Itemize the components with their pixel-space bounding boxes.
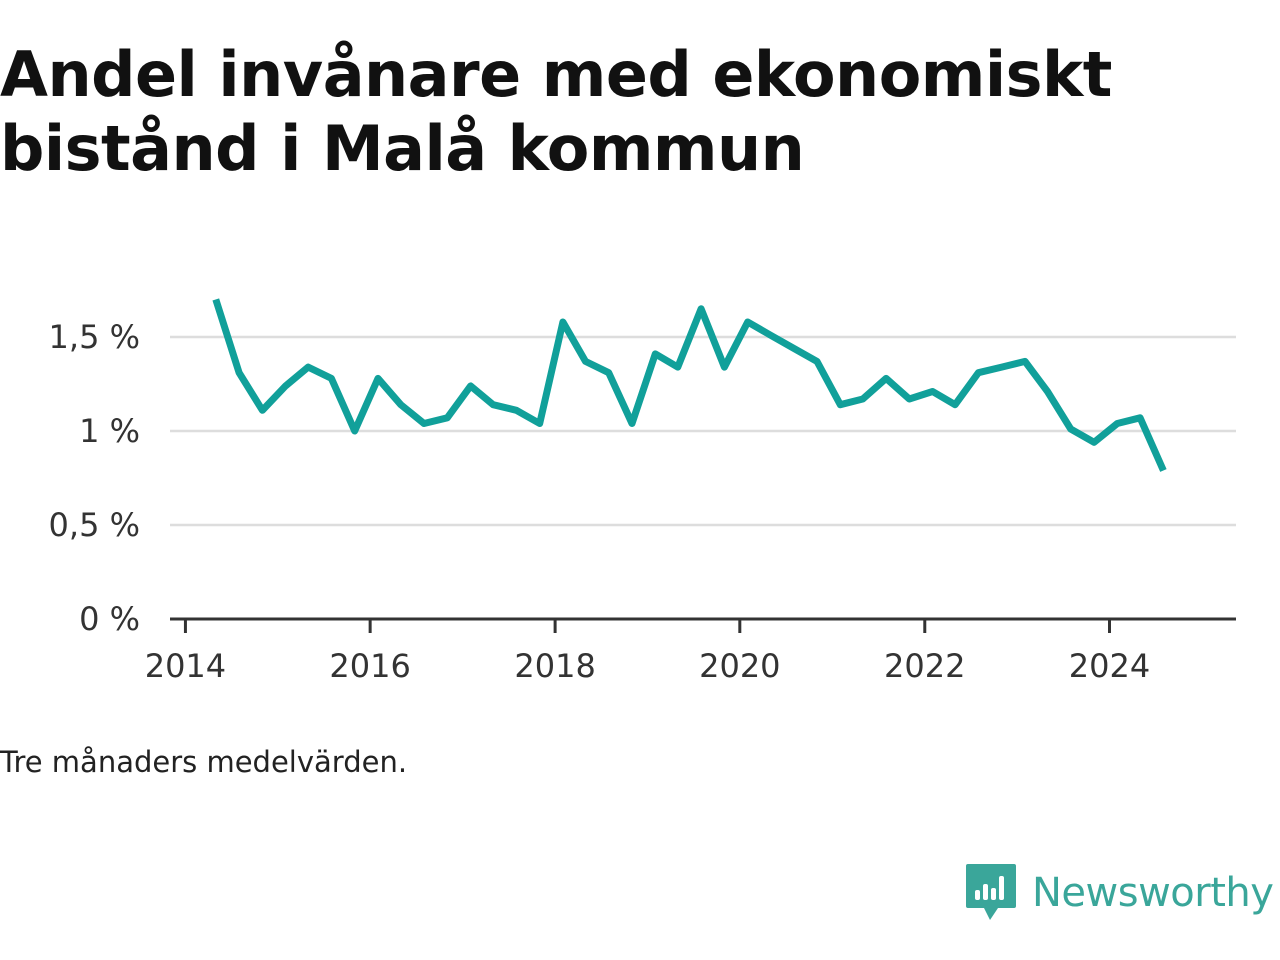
series-group [212, 298, 1167, 472]
series-line-0 [212, 298, 1167, 472]
gridlines [170, 335, 1236, 527]
line-chart: 0 % 0,5 % 1 % 1,5 % 2014 2016 2018 2020 2022 202… [49, 298, 1236, 685]
y-tick-label-0: 0 % [79, 600, 140, 638]
x-axis: 2014 2016 2018 2020 2022 2024 [145, 617, 1236, 685]
x-tick-label-5: 2024 [1069, 647, 1150, 685]
x-tick-label-4: 2022 [884, 647, 965, 685]
y-tick-label-3: 1,5 % [49, 318, 140, 356]
y-tick-label-1: 0,5 % [49, 506, 140, 544]
brand-logo[interactable]: Newsworthy [964, 862, 1274, 924]
brand-name: Newsworthy [1032, 870, 1274, 916]
bar-chart-speech-bubble-icon [966, 864, 1016, 920]
x-tick-label-1: 2016 [329, 647, 410, 685]
y-axis: 0 % 0,5 % 1 % 1,5 % [49, 318, 140, 638]
x-tick-label-0: 2014 [145, 647, 226, 685]
chart-caption: Tre månaders medelvärden. [0, 745, 408, 779]
chart-title: Andel invånare med ekonomiskt bistånd i … [0, 38, 1112, 185]
y-tick-label-2: 1 % [79, 412, 140, 450]
x-tick-label-2: 2018 [514, 647, 595, 685]
x-tick-label-3: 2020 [699, 647, 780, 685]
